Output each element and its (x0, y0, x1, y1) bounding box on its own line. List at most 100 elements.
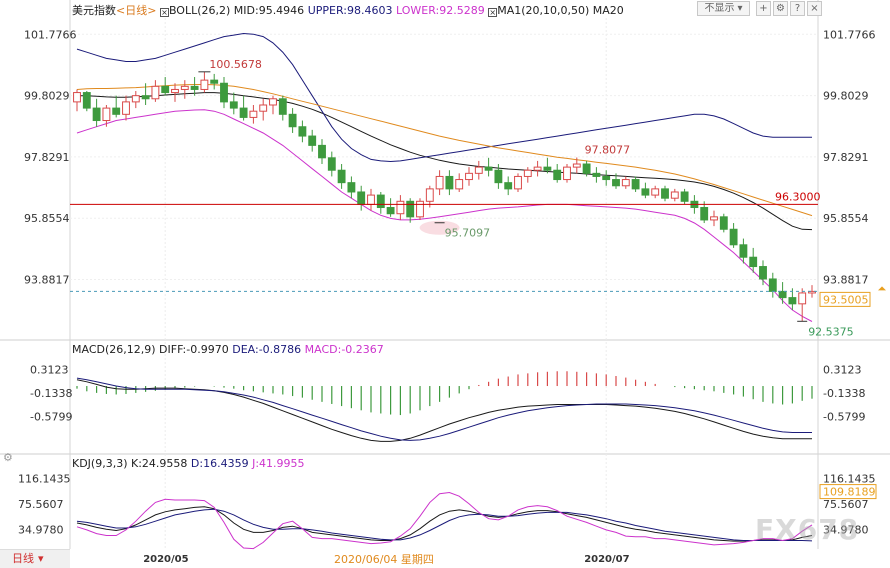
candle-down (602, 175, 611, 181)
kdj-k: K:24.9558 (131, 457, 188, 470)
indicator-help-button[interactable]: ? (790, 1, 805, 16)
kdj-settings-icon[interactable]: ⚙ (3, 451, 13, 464)
period-tab[interactable]: 日线 ▾ (0, 549, 70, 568)
kdj-y-tick-right: 34.9780 (823, 523, 869, 536)
macd-y-tick-right: -0.5799 (823, 411, 865, 424)
chevron-down-icon: ▾ (737, 3, 743, 14)
kdj-line-k (76, 506, 813, 542)
candle-down (612, 179, 620, 187)
current-price-label: 93.5005 (823, 293, 869, 306)
indicator-settings-button[interactable]: ⚙ (773, 1, 788, 16)
kdj-current-label: 109.8189 (823, 486, 876, 499)
candle-up (621, 179, 630, 187)
kdj-y-tick-left: 75.5607 (18, 498, 64, 511)
candle-up (367, 194, 375, 205)
candle-down (445, 175, 454, 190)
indicator-lines (76, 32, 813, 322)
add-indicator-button[interactable]: + (756, 1, 771, 16)
kdj-j: J:41.9955 (252, 457, 305, 470)
candle-up (455, 179, 464, 190)
candle-down (729, 228, 738, 246)
macd-line-dea (76, 377, 812, 441)
low2-label: 92.5375 (808, 325, 854, 338)
candle-down (229, 101, 238, 109)
candle-up (474, 166, 483, 174)
candle-up (171, 88, 179, 94)
candle-down (700, 207, 709, 221)
candle-down (141, 95, 150, 100)
series-line-upper (76, 32, 812, 163)
low-label: 95.7097 (445, 227, 491, 240)
y-tick-left: 99.8029 (24, 90, 70, 103)
kdj-line-j (76, 491, 813, 550)
candle-up (514, 175, 522, 190)
candle-down (553, 169, 562, 181)
close-chart-button[interactable]: × (807, 1, 822, 16)
candle-down (327, 157, 336, 171)
price-annotations: 96.3000 93.5005 100.5678 95.7097 97.8077 92.5… (70, 58, 886, 338)
macd-dea: DEA:-0.8786 (232, 343, 302, 356)
macd-legend: MACD(26,12,9) DIFF:-0.9970 DEA:-0.8786 M… (72, 343, 384, 356)
candle-down (592, 172, 601, 177)
candle-down (778, 290, 787, 299)
candle-down (631, 179, 640, 190)
macd-line-diff (76, 379, 812, 442)
y-tick-right: 95.8554 (823, 212, 869, 225)
candle-up (710, 216, 718, 221)
candle-down (504, 182, 513, 190)
macd-diff: DIFF:-0.9970 (159, 343, 229, 356)
kdj-legend: KDJ(9,3,3) K:24.9558 D:16.4359 J:41.9955 (72, 457, 305, 470)
boll-lower: LOWER:92.5289 (395, 4, 485, 17)
resistance-label: 96.3000 (775, 190, 821, 203)
high2-label: 97.8077 (585, 144, 631, 157)
candle-down (308, 135, 317, 146)
macd-panel (76, 371, 813, 442)
period-label: <日线> (116, 4, 157, 17)
ma-checkbox-icon[interactable]: × (488, 8, 498, 17)
watermark-logo: FX678 (755, 513, 860, 546)
candle-down (210, 79, 219, 84)
candle-down (190, 85, 199, 90)
main-legend: 美元指数<日线> ×BOLL(26,2) MID:95.4946 UPPER:9… (72, 2, 624, 18)
candle-up (572, 163, 581, 168)
macd-y-tick-right: 0.3123 (823, 364, 862, 377)
boll-upper: UPPER:98.4603 (307, 4, 393, 17)
series-line-ma (76, 84, 813, 217)
settings-icon: ⚙ (776, 3, 785, 14)
series-line-mid (77, 92, 813, 231)
candle-up (122, 101, 130, 115)
display-toggle-select[interactable]: 不显示 ▾ (697, 1, 750, 16)
candle-up (259, 104, 268, 112)
macd-name: MACD(26,12,9) (72, 343, 156, 356)
candle-down (112, 107, 121, 115)
candle-up (670, 191, 679, 199)
close-icon: × (810, 3, 819, 14)
candle-down (641, 188, 650, 196)
kdj-y-tick-right: 75.5607 (823, 498, 869, 511)
macd-y-tick-left: -0.5799 (30, 411, 72, 424)
kdj-y-tick-right: 116.1435 (823, 473, 876, 486)
candle-down (739, 244, 748, 258)
candle-down (220, 82, 228, 103)
x-tick-label: 2020/07 (584, 554, 629, 565)
candle-up (798, 292, 807, 305)
candle-up (416, 200, 424, 218)
candle-down (376, 194, 385, 209)
boll-name: BOLL(26,2) (168, 4, 231, 17)
candle-down (759, 266, 767, 280)
low-highlight (419, 220, 460, 235)
y-tick-right: 101.7766 (823, 28, 876, 41)
candle-down (92, 107, 101, 122)
y-tick-left: 101.7766 (24, 28, 77, 41)
candle-up (533, 166, 542, 171)
y-tick-right: 93.8817 (823, 274, 869, 287)
boll-checkbox-icon[interactable]: × (159, 8, 169, 17)
candle-down (239, 107, 248, 118)
high-label: 100.5678 (209, 58, 262, 71)
boll-mid: MID:95.4946 (233, 4, 305, 17)
candle-down (749, 256, 758, 268)
candle-down (357, 191, 366, 205)
axis-labels: 101.7766 101.7766 99.8029 99.8029 97.8291 97.… (18, 28, 876, 565)
candle-down (406, 200, 415, 218)
